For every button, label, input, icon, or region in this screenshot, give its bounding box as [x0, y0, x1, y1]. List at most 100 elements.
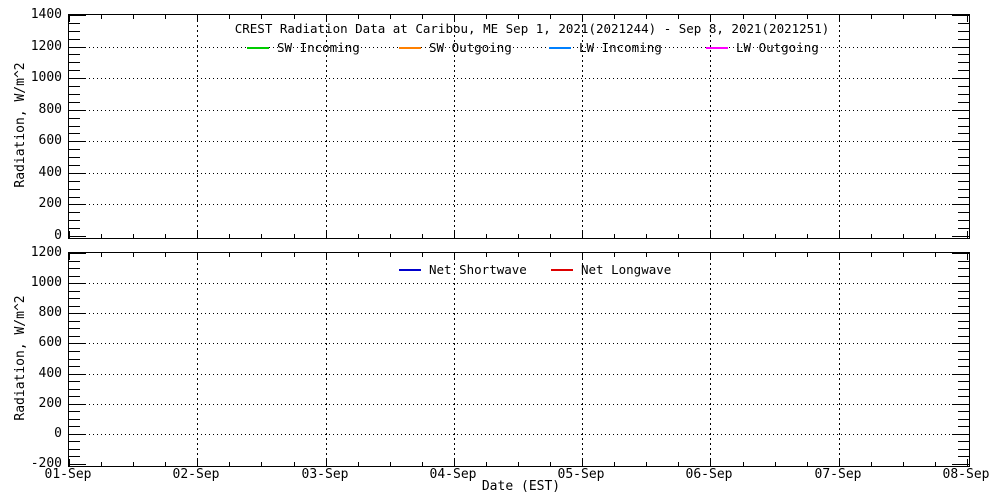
legend-line-sample: [551, 269, 573, 271]
legend-item-lw-outgoing: LW Outgoing: [706, 41, 819, 55]
x-tick-mark: [518, 234, 519, 238]
y-tick-mark: [958, 70, 969, 71]
x-tick-label: 05-Sep: [557, 467, 605, 482]
x-tick-mark: [678, 253, 679, 257]
x-tick-mark: [165, 15, 166, 19]
x-tick-mark: [229, 234, 230, 238]
x-tick-mark: [839, 253, 840, 260]
x-tick-mark: [743, 462, 744, 466]
x-tick-mark: [550, 234, 551, 238]
y-tick-mark: [69, 374, 86, 375]
y-tick-mark: [69, 62, 80, 63]
x-tick-mark: [903, 462, 904, 466]
x-tick-mark: [294, 15, 295, 19]
y-tick-label: 600: [38, 335, 62, 350]
h-gridline: [69, 204, 967, 205]
v-gridline: [326, 15, 327, 236]
legend-label-net-shortwave: Net Shortwave: [429, 262, 527, 277]
x-tick-mark: [871, 462, 872, 466]
x-tick-mark: [646, 462, 647, 466]
x-tick-mark: [229, 253, 230, 257]
x-tick-mark: [486, 234, 487, 238]
y-tick-mark: [958, 306, 969, 307]
y-tick-mark: [958, 321, 969, 322]
y-tick-label: 0: [54, 228, 62, 243]
legend-line-sample: [399, 269, 421, 271]
y-tick-mark: [958, 411, 969, 412]
y-tick-mark: [952, 110, 969, 111]
h-gridline: [69, 434, 967, 435]
x-tick-mark: [486, 462, 487, 466]
y-tick-mark: [958, 359, 969, 360]
y-tick-label: 1200: [30, 245, 62, 260]
y-tick-mark: [958, 126, 969, 127]
x-tick-mark: [775, 15, 776, 19]
legend-item-net-longwave: Net Longwave: [551, 263, 671, 277]
y-tick-mark: [952, 78, 969, 79]
y-tick-mark: [958, 351, 969, 352]
x-tick-mark: [582, 15, 583, 22]
y-tick-label: 1000: [30, 275, 62, 290]
x-tick-mark: [743, 253, 744, 257]
x-tick-label: 03-Sep: [301, 467, 349, 482]
y-tick-mark: [69, 149, 80, 150]
x-tick-mark: [550, 462, 551, 466]
legend-label-sw-outgoing: SW Outgoing: [429, 40, 512, 55]
chart-title: CREST Radiation Data at Caribou, ME Sep …: [234, 21, 830, 36]
y-tick-mark: [958, 291, 969, 292]
y-tick-mark: [69, 47, 86, 48]
radiation-components-panel: SW Incoming SW Outgoing LW Incoming LW Outg…: [68, 14, 970, 239]
y-tick-mark: [69, 291, 80, 292]
y-tick-mark: [958, 328, 969, 329]
y-tick-mark: [952, 283, 969, 284]
y-tick-mark: [952, 404, 969, 405]
y-tick-mark: [69, 15, 86, 16]
legend-label-lw-incoming: LW Incoming: [579, 40, 662, 55]
y-tick-mark: [69, 102, 80, 103]
x-tick-mark: [165, 253, 166, 257]
x-tick-mark: [935, 15, 936, 19]
x-tick-mark: [165, 462, 166, 466]
x-tick-mark: [839, 15, 840, 22]
x-tick-mark: [69, 231, 70, 238]
x-tick-mark: [710, 15, 711, 22]
x-tick-mark: [326, 459, 327, 466]
x-tick-mark: [358, 234, 359, 238]
x-tick-mark: [390, 462, 391, 466]
x-tick-mark: [390, 15, 391, 19]
x-tick-mark: [454, 459, 455, 466]
y-tick-mark: [69, 261, 80, 262]
h-gridline: [69, 283, 967, 284]
y-tick-mark: [958, 39, 969, 40]
x-tick-mark: [422, 15, 423, 19]
x-tick-mark: [582, 231, 583, 238]
x-tick-mark: [454, 231, 455, 238]
legend-label-net-longwave: Net Longwave: [581, 262, 672, 277]
y-tick-label: 600: [38, 133, 62, 148]
y-tick-mark: [69, 441, 80, 442]
x-tick-mark: [967, 253, 968, 260]
y-tick-mark: [69, 31, 80, 32]
x-tick-mark: [69, 459, 70, 466]
x-tick-mark: [582, 253, 583, 260]
x-tick-mark: [807, 253, 808, 257]
x-tick-mark: [326, 253, 327, 260]
x-tick-mark: [101, 462, 102, 466]
legend-item-lw-incoming: LW Incoming: [549, 41, 662, 55]
x-tick-mark: [486, 15, 487, 19]
x-tick-mark: [903, 234, 904, 238]
y-tick-mark: [69, 141, 86, 142]
x-tick-mark: [775, 462, 776, 466]
x-tick-mark: [710, 253, 711, 260]
x-tick-mark: [935, 234, 936, 238]
h-gridline: [69, 110, 967, 111]
x-tick-mark: [390, 253, 391, 257]
legend-label-lw-outgoing: LW Outgoing: [736, 40, 819, 55]
y-tick-mark: [69, 411, 80, 412]
x-tick-mark: [197, 459, 198, 466]
y-tick-mark: [69, 23, 80, 24]
net-radiation-panel: Net Shortwave Net Longwave: [68, 252, 970, 467]
y-tick-mark: [958, 389, 969, 390]
h-gridline: [69, 374, 967, 375]
